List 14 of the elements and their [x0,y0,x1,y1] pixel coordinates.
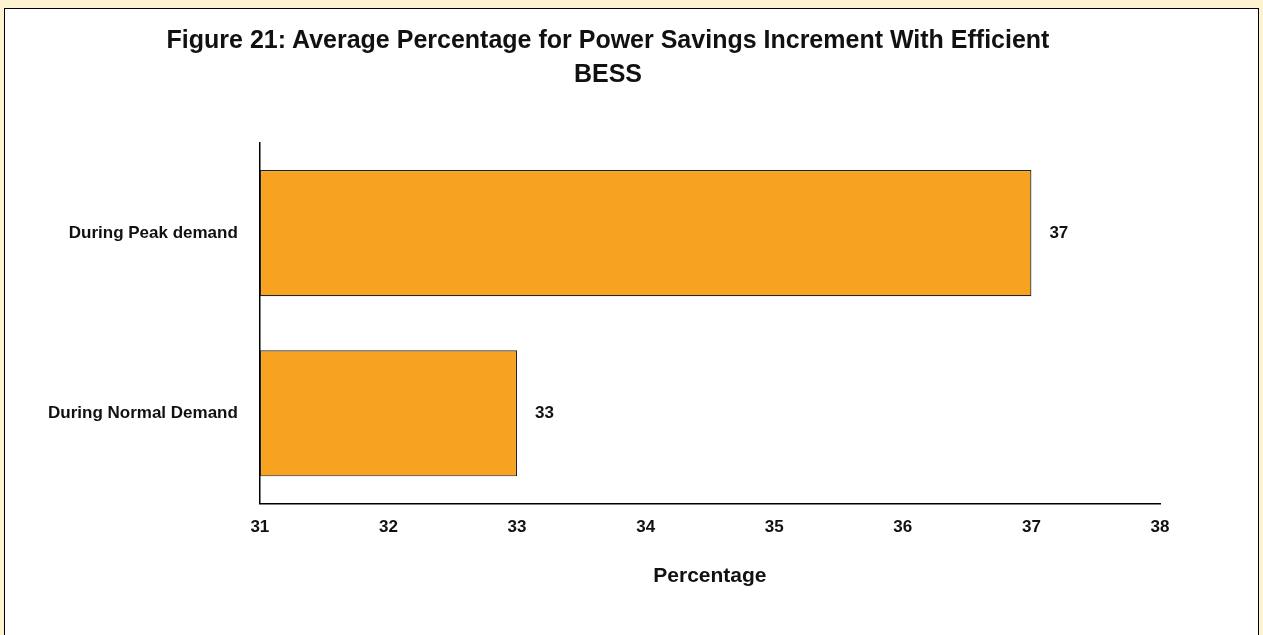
y-tick-label: During Normal Demand [48,402,238,422]
x-tick-label: 32 [378,517,398,537]
x-tick-label: 38 [1150,517,1170,537]
x-tick-label: 35 [764,517,784,537]
x-tick-label: 37 [1021,517,1041,537]
x-axis-title: Percentage [653,563,767,587]
data-label: 37 [1049,222,1069,242]
chart-title: Figure 21: Average Percentage for Power Savings Increment With Efficient BESS [165,24,1051,89]
x-tick-label: 31 [250,517,270,537]
y-tick-label: During Peak demand [68,222,238,242]
data-label: 33 [535,402,554,422]
x-tick-label: 33 [507,517,527,537]
x-tick-label: 34 [636,517,656,537]
x-tick-label: 36 [893,517,913,537]
